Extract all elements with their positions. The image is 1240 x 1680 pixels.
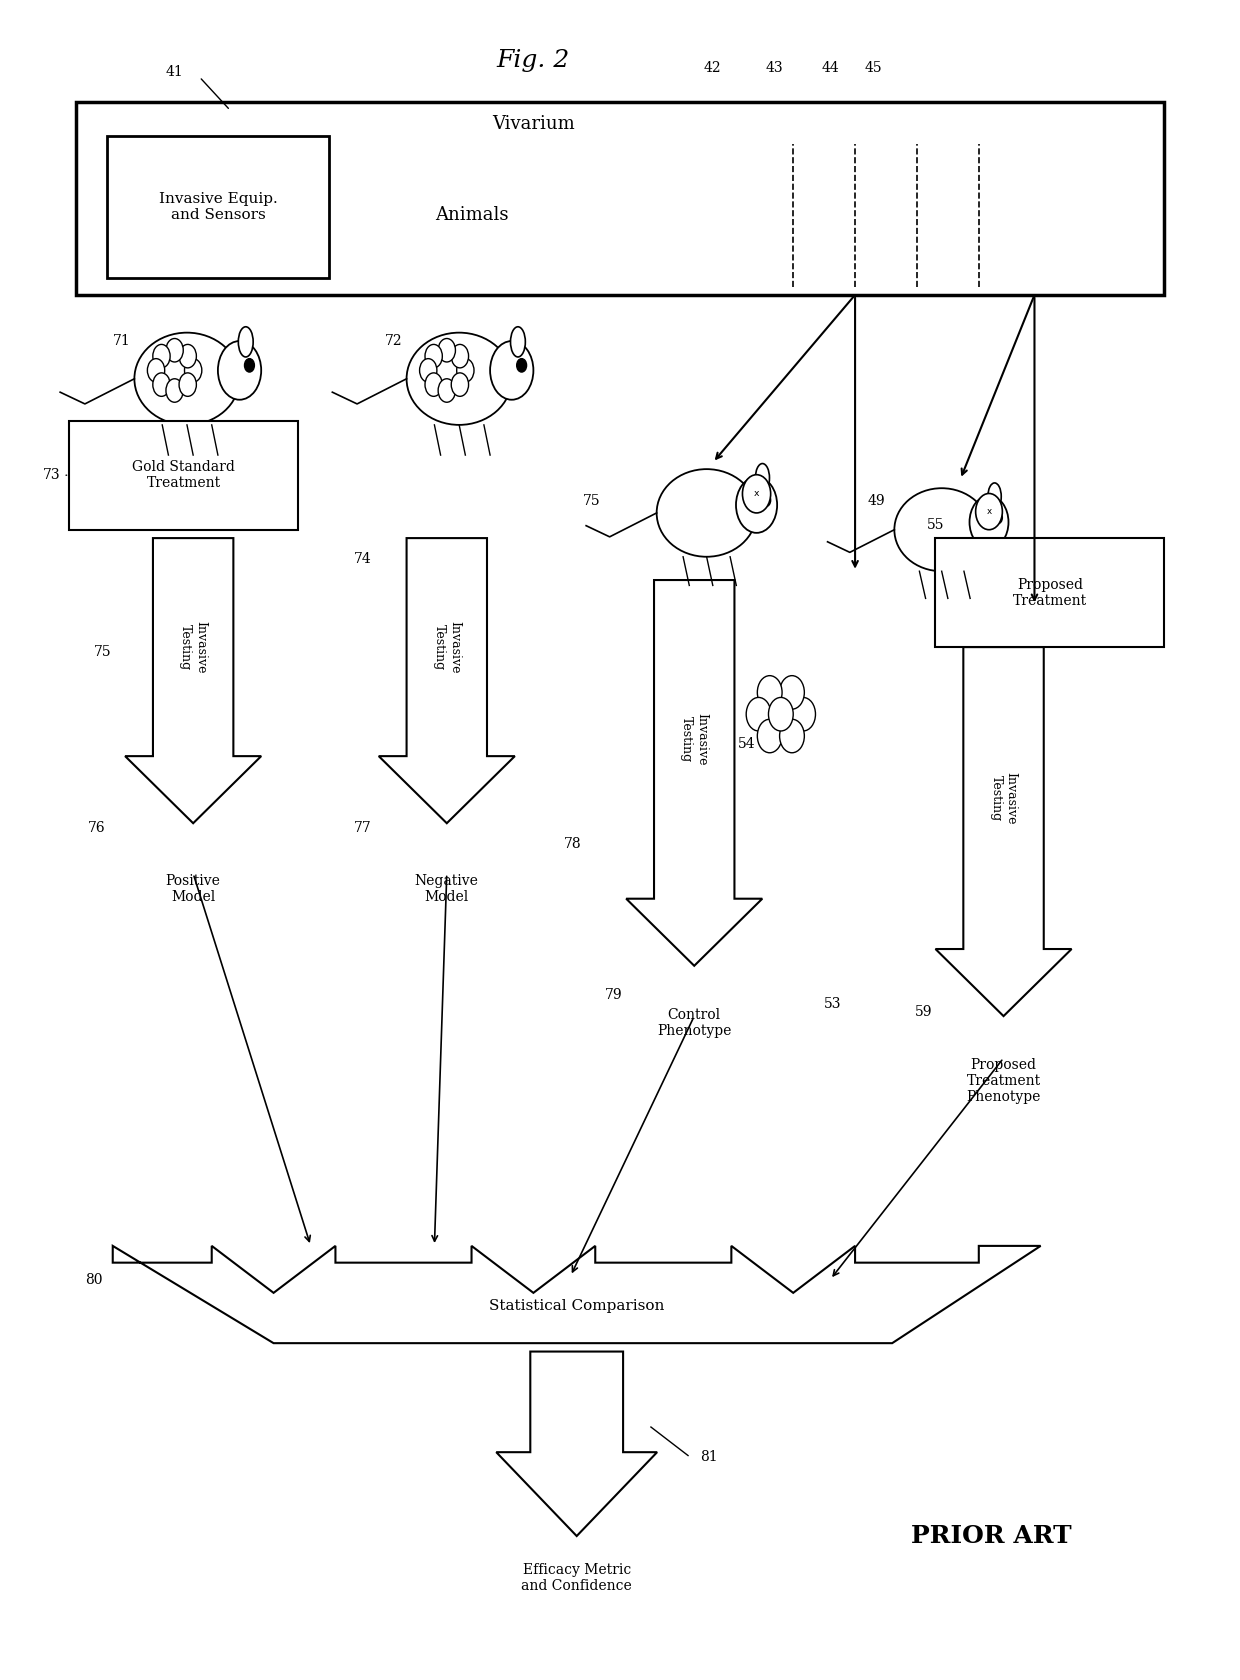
Circle shape bbox=[970, 496, 1008, 549]
Polygon shape bbox=[626, 580, 763, 966]
Text: 73: 73 bbox=[43, 469, 61, 482]
Text: Invasive
Testing: Invasive Testing bbox=[681, 712, 708, 766]
Circle shape bbox=[976, 494, 1002, 529]
Ellipse shape bbox=[407, 333, 512, 425]
Circle shape bbox=[769, 697, 794, 731]
Ellipse shape bbox=[988, 482, 1001, 511]
Text: 41: 41 bbox=[166, 66, 184, 79]
Polygon shape bbox=[113, 1247, 1040, 1344]
Ellipse shape bbox=[657, 469, 756, 556]
Text: Control
Phenotype: Control Phenotype bbox=[657, 1008, 732, 1038]
Text: 79: 79 bbox=[605, 988, 622, 1003]
Circle shape bbox=[780, 719, 805, 753]
Circle shape bbox=[758, 719, 782, 753]
Circle shape bbox=[451, 344, 469, 368]
Text: Proposed
Treatment: Proposed Treatment bbox=[1013, 578, 1087, 608]
Text: Animals: Animals bbox=[435, 207, 508, 223]
Polygon shape bbox=[496, 1351, 657, 1536]
Circle shape bbox=[148, 358, 165, 381]
Text: 78: 78 bbox=[564, 837, 582, 852]
Bar bbox=[76, 102, 1164, 296]
Ellipse shape bbox=[134, 333, 239, 425]
Bar bbox=[935, 538, 1164, 647]
Text: 77: 77 bbox=[353, 820, 372, 835]
Text: Negative
Model: Negative Model bbox=[415, 874, 479, 904]
Text: 75: 75 bbox=[583, 494, 600, 507]
Text: 76: 76 bbox=[88, 820, 105, 835]
Circle shape bbox=[737, 477, 777, 533]
Polygon shape bbox=[125, 538, 262, 823]
Circle shape bbox=[425, 344, 443, 368]
Text: x: x bbox=[754, 489, 759, 499]
Text: Invasive Equip.
and Sensors: Invasive Equip. and Sensors bbox=[159, 192, 278, 222]
Text: 80: 80 bbox=[86, 1273, 103, 1287]
Text: x: x bbox=[987, 507, 992, 516]
Text: 81: 81 bbox=[701, 1450, 718, 1463]
Text: 43: 43 bbox=[766, 62, 784, 76]
Circle shape bbox=[438, 338, 455, 361]
Circle shape bbox=[438, 378, 455, 402]
Text: Proposed
Treatment
Phenotype: Proposed Treatment Phenotype bbox=[966, 1058, 1040, 1104]
Text: Vivarium: Vivarium bbox=[492, 114, 575, 133]
Text: 74: 74 bbox=[353, 553, 372, 566]
Circle shape bbox=[244, 358, 254, 371]
Circle shape bbox=[419, 358, 436, 381]
Circle shape bbox=[791, 697, 816, 731]
Text: Gold Standard
Treatment: Gold Standard Treatment bbox=[133, 460, 236, 491]
Text: 45: 45 bbox=[864, 62, 883, 76]
Circle shape bbox=[743, 475, 771, 512]
Circle shape bbox=[780, 675, 805, 709]
Text: 53: 53 bbox=[825, 996, 842, 1011]
Circle shape bbox=[746, 697, 771, 731]
Text: 72: 72 bbox=[384, 334, 403, 348]
Circle shape bbox=[166, 338, 184, 361]
Text: 42: 42 bbox=[704, 62, 722, 76]
Circle shape bbox=[185, 358, 202, 381]
Text: Fig. 2: Fig. 2 bbox=[497, 49, 570, 72]
Circle shape bbox=[153, 373, 170, 396]
Circle shape bbox=[179, 373, 196, 396]
Circle shape bbox=[166, 378, 184, 402]
Text: PRIOR ART: PRIOR ART bbox=[911, 1524, 1071, 1547]
Text: 75: 75 bbox=[94, 645, 112, 659]
Text: 54: 54 bbox=[738, 738, 755, 751]
Circle shape bbox=[993, 512, 1002, 524]
Text: 71: 71 bbox=[113, 334, 130, 348]
Circle shape bbox=[517, 358, 527, 371]
Circle shape bbox=[179, 344, 196, 368]
Polygon shape bbox=[378, 538, 515, 823]
Text: Invasive
Testing: Invasive Testing bbox=[179, 622, 207, 674]
Ellipse shape bbox=[755, 464, 770, 492]
Circle shape bbox=[218, 341, 262, 400]
Ellipse shape bbox=[894, 489, 990, 571]
Polygon shape bbox=[935, 647, 1071, 1016]
Circle shape bbox=[456, 358, 474, 381]
Circle shape bbox=[758, 675, 782, 709]
Circle shape bbox=[153, 344, 170, 368]
Ellipse shape bbox=[511, 328, 526, 356]
Bar bbox=[69, 420, 299, 529]
Text: 44: 44 bbox=[821, 62, 839, 76]
Circle shape bbox=[425, 373, 443, 396]
Text: Statistical Comparison: Statistical Comparison bbox=[489, 1299, 665, 1314]
Circle shape bbox=[761, 494, 771, 507]
Text: 59: 59 bbox=[914, 1005, 932, 1020]
Text: Invasive
Testing: Invasive Testing bbox=[990, 771, 1018, 825]
Text: Invasive
Testing: Invasive Testing bbox=[433, 622, 461, 674]
Text: 55: 55 bbox=[926, 517, 944, 531]
Text: Positive
Model: Positive Model bbox=[166, 874, 221, 904]
Text: 49: 49 bbox=[868, 494, 885, 507]
Circle shape bbox=[490, 341, 533, 400]
Ellipse shape bbox=[238, 328, 253, 356]
Text: Efficacy Metric
and Confidence: Efficacy Metric and Confidence bbox=[521, 1562, 632, 1593]
Circle shape bbox=[451, 373, 469, 396]
Bar bbox=[107, 136, 330, 279]
